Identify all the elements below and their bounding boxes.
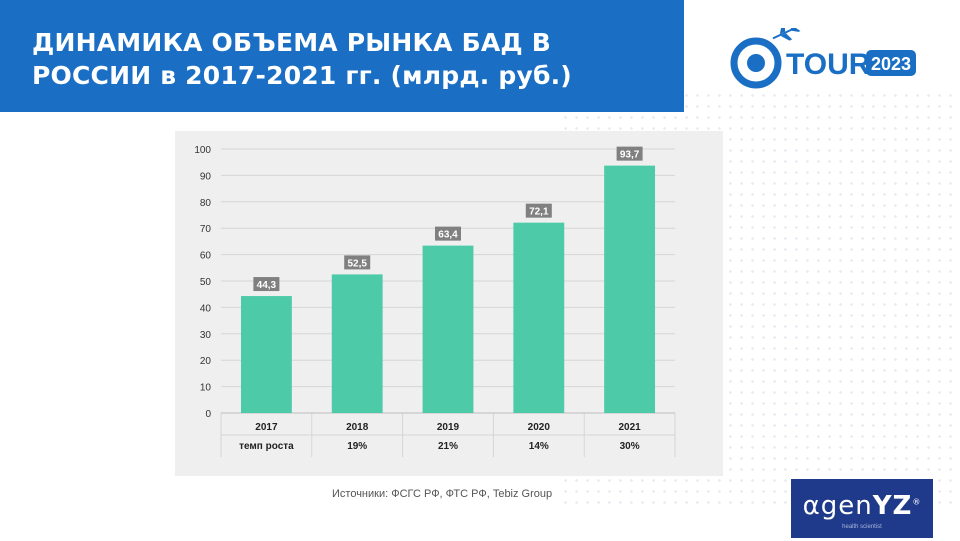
tour-logo: TOUR 2023 bbox=[726, 21, 926, 94]
growth-rate-cell: 19% bbox=[347, 441, 367, 452]
data-label-box bbox=[344, 255, 371, 270]
data-label: 72,1 bbox=[529, 207, 549, 218]
bar bbox=[422, 245, 474, 413]
market-volume-bar-chart: 0 10 20 30 40 50 60 70 80 90 100 44,3 2017 темп роста… bbox=[194, 145, 676, 457]
agenyz-logo-text: αgenYZ® bbox=[791, 491, 933, 521]
title-banner: ДИНАМИКА ОБЪЕМА РЫНКА БАД В РОССИИ в 201… bbox=[0, 0, 684, 112]
y-tick-label: 50 bbox=[200, 277, 212, 288]
bar bbox=[331, 274, 383, 413]
y-tick-label: 0 bbox=[205, 409, 211, 420]
x-tick-label: 2020 bbox=[528, 422, 551, 433]
x-tick-label: 2017 bbox=[255, 422, 278, 433]
data-label-box bbox=[253, 277, 280, 292]
tour-logo-ring bbox=[730, 37, 782, 89]
agenyz-tagline: health scientist bbox=[842, 524, 882, 530]
bar bbox=[240, 296, 292, 413]
source-note: Источники: ФСГС РФ, ФТС РФ, Tebiz Group bbox=[332, 488, 553, 500]
x-tick-label: 2018 bbox=[346, 422, 369, 433]
growth-row-label: темп роста bbox=[239, 441, 294, 452]
tour-year-badge bbox=[866, 50, 916, 76]
agenyz-logo-suffix: YZ bbox=[872, 491, 913, 521]
y-tick-label: 100 bbox=[194, 145, 211, 156]
y-tick-label: 90 bbox=[200, 171, 212, 182]
agenyz-registered-mark: ® bbox=[912, 497, 922, 507]
bar bbox=[604, 165, 656, 413]
y-tick-label: 10 bbox=[200, 383, 212, 394]
agenyz-logo: αgenYZ® health scientist bbox=[791, 479, 933, 538]
data-label-box bbox=[435, 226, 461, 241]
agenyz-logo-prefix: αgen bbox=[802, 491, 873, 521]
growth-rate-cell: 14% bbox=[529, 441, 549, 452]
data-label-box bbox=[525, 203, 552, 218]
data-label: 44,3 bbox=[257, 280, 277, 291]
data-label: 93,7 bbox=[620, 150, 640, 161]
page-title: ДИНАМИКА ОБЪЕМА РЫНКА БАД В РОССИИ в 201… bbox=[32, 28, 572, 90]
growth-rate-cell: 21% bbox=[438, 441, 458, 452]
data-label-box bbox=[616, 146, 643, 161]
data-label: 63,4 bbox=[438, 230, 458, 241]
y-tick-label: 80 bbox=[200, 198, 212, 209]
tour-logo-dot bbox=[747, 54, 765, 72]
y-tick-label: 40 bbox=[200, 303, 212, 314]
tour-year-text: 2023 bbox=[871, 54, 911, 74]
tour-logo-word: TOUR bbox=[786, 48, 871, 81]
data-label: 52,5 bbox=[347, 258, 367, 269]
growth-rate-cell: 30% bbox=[620, 441, 640, 452]
y-tick-label: 60 bbox=[200, 251, 212, 262]
x-tick-label: 2019 bbox=[437, 422, 460, 433]
y-tick-label: 20 bbox=[200, 356, 212, 367]
x-tick-label: 2021 bbox=[618, 422, 641, 433]
airplane-icon bbox=[772, 21, 801, 41]
y-tick-label: 30 bbox=[200, 330, 212, 341]
bar bbox=[513, 222, 565, 413]
tour-logo-graphic: TOUR 2023 bbox=[730, 21, 916, 89]
y-tick-label: 70 bbox=[200, 224, 212, 235]
chart-panel: 0 10 20 30 40 50 60 70 80 90 100 44,3 2017 темп роста… bbox=[175, 131, 723, 476]
